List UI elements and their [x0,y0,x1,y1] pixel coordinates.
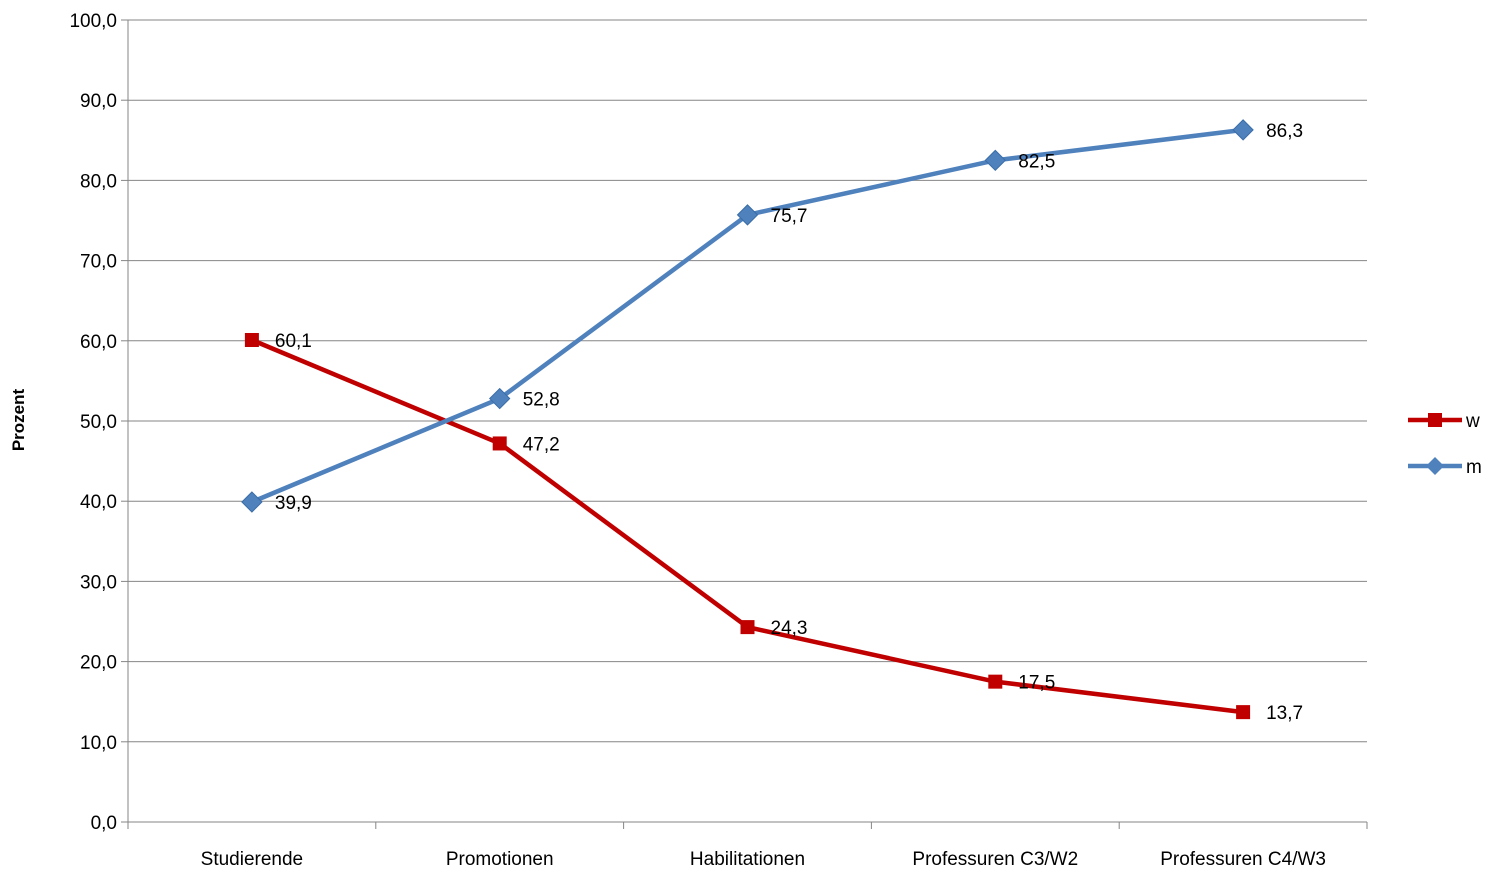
data-point-w [244,332,259,347]
data-point-m [488,387,511,410]
data-point-w [988,674,1003,689]
x-tick-label: Studierende [201,849,303,870]
data-point-m [1232,119,1254,141]
data-label-w: 17,5 [1018,673,1055,694]
y-tick-label: 20,0 [80,653,117,674]
y-tick-label: 30,0 [80,572,117,593]
y-tick-label: 10,0 [80,733,117,754]
data-label-m: 52,8 [523,390,560,411]
x-tick-label: Habilitationen [690,849,805,870]
data-label-m: 82,5 [1018,151,1055,172]
data-labels: 60,1 47,2 24,3 17,5 13,7 39,9 52,8 75,7 82,5 86,3 [275,121,1303,724]
legend-label-w: w [1465,411,1480,432]
x-tick-label: Professuren C4/W3 [1160,849,1326,870]
data-point-m [736,204,759,226]
y-tick-label: 100,0 [69,11,117,32]
y-tick-label: 40,0 [80,492,117,513]
data-point-w [1236,705,1251,720]
data-point-m [984,149,1007,172]
axes: 0,0 10,0 20,0 30,0 40,0 50,0 60,0 70,0 80,0 90,0 1… [69,11,1368,870]
x-tick-label: Promotionen [446,849,554,870]
y-axis-title: Prozent [9,388,28,451]
legend-label-m: m [1466,457,1482,478]
y-tick-label: 50,0 [80,412,117,433]
data-label-m: 39,9 [275,493,312,514]
legend: wm [1408,411,1482,478]
data-point-w [740,620,755,635]
data-label-m: 86,3 [1266,121,1303,142]
data-label-w: 24,3 [771,618,808,639]
series-line-w [251,337,1244,715]
legend-marker-w [1428,413,1442,427]
y-tick-label: 90,0 [80,91,117,112]
gridlines [128,19,1367,743]
data-label-m: 75,7 [771,206,808,227]
series [241,119,1254,720]
data-label-w: 47,2 [523,434,560,455]
y-tick-label: 70,0 [80,252,117,273]
data-point-w [492,436,507,451]
legend-marker-m [1426,457,1444,475]
data-label-w: 60,1 [275,331,312,352]
data-point-m [241,491,263,513]
data-label-w: 13,7 [1266,703,1303,724]
y-tick-label: 0,0 [91,813,117,834]
y-tick-label: 80,0 [80,171,117,192]
series-line-m [251,127,1244,505]
x-tick-label: Professuren C3/W2 [912,849,1078,870]
y-tick-label: 60,0 [80,332,117,353]
